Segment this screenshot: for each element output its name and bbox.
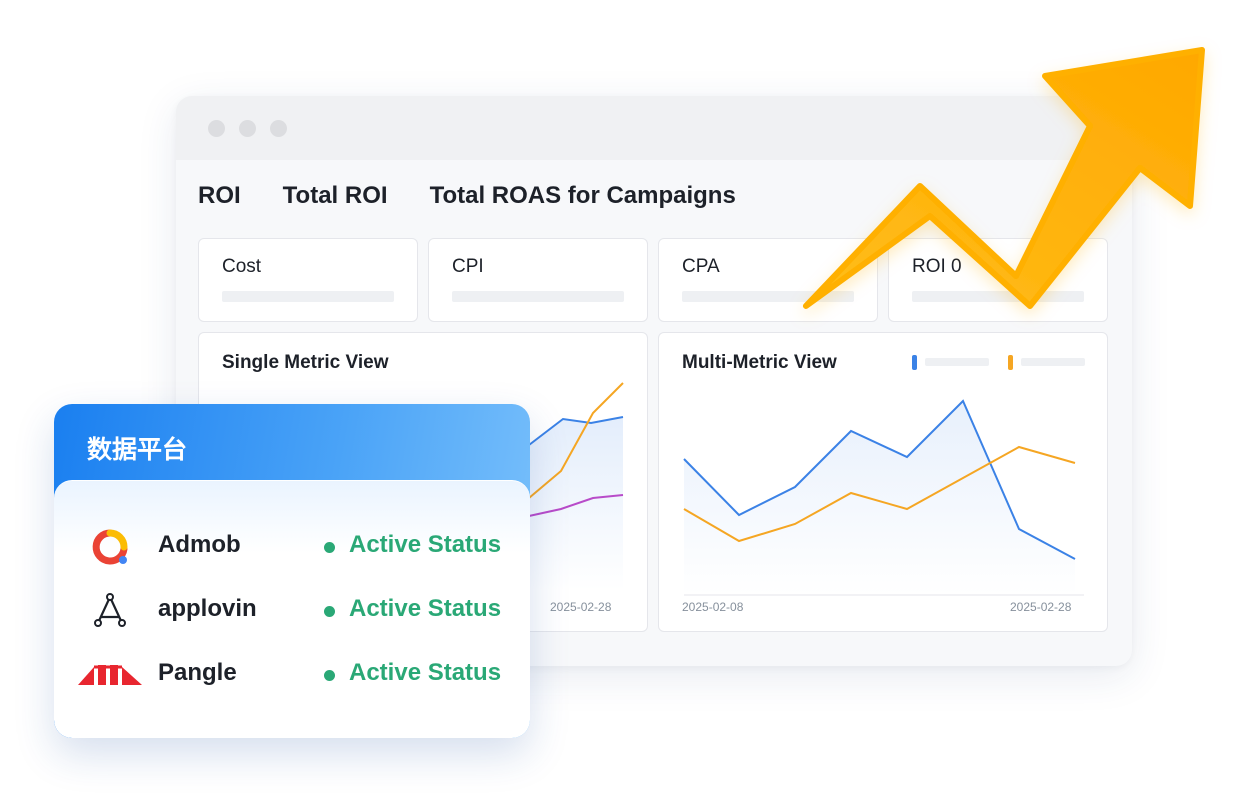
metric-card-cpa[interactable]: CPA [658, 238, 878, 322]
legend-marker-blue [912, 355, 917, 370]
blue-series-area [684, 401, 1075, 595]
platform-row-applovin[interactable]: applovin Active Status [54, 585, 530, 635]
platform-list: Admob Active Status applovin Active Stat… [54, 480, 530, 738]
orange-series-line [683, 445, 1076, 543]
metric-value-placeholder [452, 291, 624, 302]
metric-label: ROI 0 [912, 256, 962, 277]
window-dot-maximize[interactable] [270, 120, 287, 137]
status-dot [324, 606, 335, 617]
platform-name: applovin [158, 595, 257, 622]
multi-metric-chart-card: Multi-Metric View 2025-02-08 2025-02-28 [658, 332, 1108, 632]
tab-total-roas[interactable]: Total ROAS for Campaigns [429, 182, 736, 209]
metric-value-placeholder [682, 291, 854, 302]
blue-series-line [683, 399, 1076, 560]
platform-row-admob[interactable]: Admob Active Status [54, 521, 530, 571]
tab-total-roi[interactable]: Total ROI [282, 182, 388, 209]
status-text: Active Status [349, 531, 502, 558]
platform-name: Pangle [158, 659, 237, 686]
purple-series-line [528, 494, 624, 517]
admob-logo-icon [92, 529, 128, 565]
metric-card-cpi[interactable]: CPI [428, 238, 648, 322]
growth-arrow-icon [803, 47, 1205, 309]
status-dot [324, 670, 335, 681]
tab-roi[interactable]: ROI [198, 182, 241, 209]
data-platform-panel: 数据平台 Admob Active Status applovin Active… [54, 404, 530, 738]
applovin-logo-icon [94, 593, 126, 627]
legend-marker-orange [1008, 355, 1013, 370]
window-dot-minimize[interactable] [239, 120, 256, 137]
platform-name: Admob [158, 531, 241, 558]
status-text: Active Status [349, 659, 502, 686]
status-dot [324, 542, 335, 553]
axis-date-end: 2025-02-28 [550, 600, 612, 614]
pangle-logo-icon [78, 665, 142, 685]
metric-label: Cost [222, 256, 262, 277]
single-metric-chart [528, 382, 624, 591]
metric-label: CPI [452, 256, 484, 277]
legend-label-placeholder [925, 358, 989, 366]
legend-label-placeholder [1021, 358, 1085, 366]
orange-series-line [528, 382, 624, 499]
status-text: Active Status [349, 595, 502, 622]
metric-value-placeholder [912, 291, 1084, 302]
chart-title: Multi-Metric View [682, 352, 837, 373]
platform-row-pangle[interactable]: Pangle Active Status [54, 649, 530, 699]
window-titlebar [176, 96, 1132, 160]
platform-title: 数据平台 [87, 435, 188, 464]
axis-date-start: 2025-02-08 [682, 600, 744, 614]
metric-label: CPA [682, 256, 720, 277]
window-dot-close[interactable] [208, 120, 225, 137]
blue-series-line [528, 416, 624, 446]
axis-date-end: 2025-02-28 [1010, 600, 1072, 614]
metric-card-cost[interactable]: Cost [198, 238, 418, 322]
chart-title: Single Metric View [222, 352, 389, 373]
metric-value-placeholder [222, 291, 394, 302]
report-tabs: ROI Total ROI Total ROAS for Campaigns [198, 182, 736, 210]
multi-metric-chart [683, 399, 1084, 596]
